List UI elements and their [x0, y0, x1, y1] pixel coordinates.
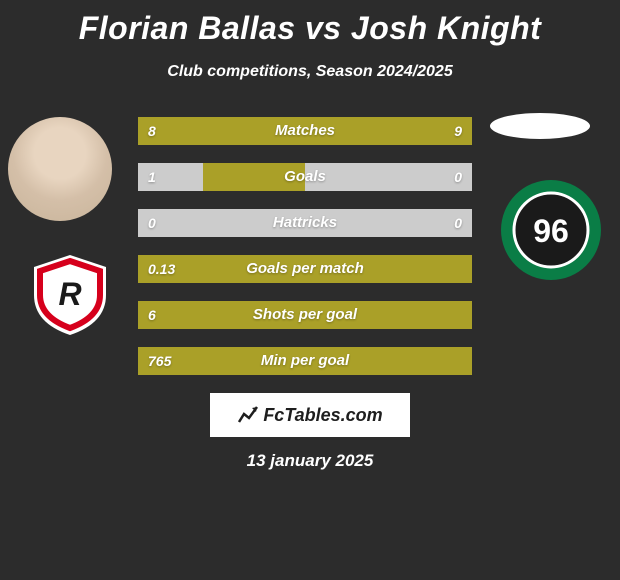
- stat-row: 765Min per goal: [138, 347, 472, 375]
- subtitle: Club competitions, Season 2024/2025: [0, 63, 620, 81]
- club-logo-left: R: [28, 253, 112, 337]
- stat-row: 6Shots per goal: [138, 301, 472, 329]
- site-name: FcTables.com: [263, 405, 382, 426]
- stat-row: 10Goals: [138, 163, 472, 191]
- page-title: Florian Ballas vs Josh Knight: [0, 0, 620, 47]
- svg-text:96: 96: [533, 213, 569, 249]
- bar-label: Matches: [138, 117, 472, 145]
- stat-row: 00Hattricks: [138, 209, 472, 237]
- player-left-avatar: [8, 117, 112, 221]
- club-logo-right: 96: [500, 179, 602, 281]
- bar-label: Min per goal: [138, 347, 472, 375]
- date-text: 13 january 2025: [0, 451, 620, 471]
- comparison-panel: R 96 89Matches 10Goals 00Hattricks 0.13Goal…: [0, 117, 620, 375]
- player-right-avatar: [490, 113, 590, 139]
- bar-label: Goals per match: [138, 255, 472, 283]
- stat-row: 0.13Goals per match: [138, 255, 472, 283]
- stat-bars: 89Matches 10Goals 00Hattricks 0.13Goals per…: [138, 117, 472, 375]
- bar-label: Shots per goal: [138, 301, 472, 329]
- bar-label: Goals: [138, 163, 472, 191]
- chart-icon: [237, 404, 259, 426]
- svg-text:R: R: [58, 276, 81, 312]
- stat-row: 89Matches: [138, 117, 472, 145]
- site-badge: FcTables.com: [210, 393, 410, 437]
- bar-label: Hattricks: [138, 209, 472, 237]
